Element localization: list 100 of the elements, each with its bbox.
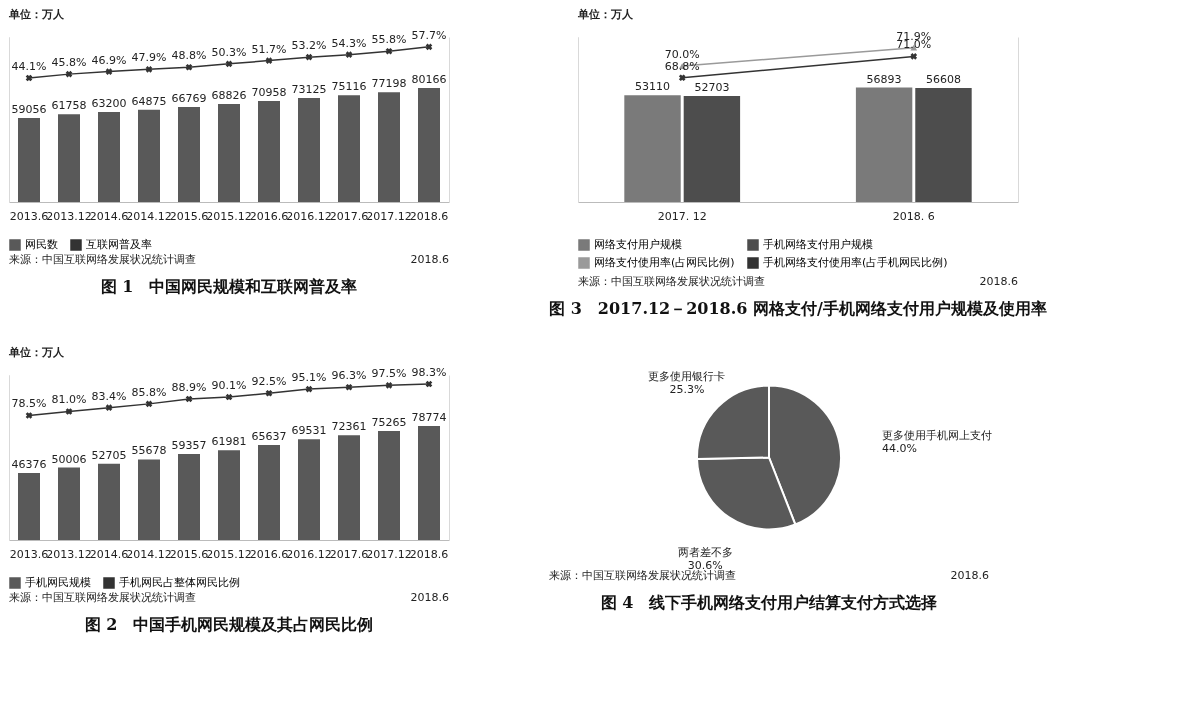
text: 图 1 中国网民规模和互联网普及率: [100, 277, 358, 296]
bar: [98, 463, 120, 540]
data-label: 46.9%: [91, 53, 127, 67]
data-label: 44.0%: [881, 442, 917, 456]
text: 2018.6: [410, 591, 449, 604]
data-label: 80166: [411, 72, 447, 86]
bar: [258, 101, 280, 202]
x-tick-label: 2017.6: [329, 547, 369, 561]
data-label: 68826: [211, 89, 247, 103]
text: 图 3 2017.12－2018.6 网格支付/手机网络支付用户规模及使用率: [549, 299, 1047, 318]
bar: [298, 439, 320, 540]
bar: [338, 435, 360, 540]
text: 2018.6: [979, 275, 1018, 288]
data-label: 88.9%: [171, 380, 207, 394]
text: 单位：万人: [8, 346, 65, 359]
point: [385, 381, 393, 389]
data-label: 64875: [131, 94, 167, 108]
point: [145, 65, 153, 73]
data-label: 70958: [251, 86, 287, 100]
data-label: 50.3%: [211, 45, 247, 59]
slice-label: 两者差不多: [677, 546, 733, 560]
data-label: 63200: [91, 97, 127, 111]
bar: [418, 425, 440, 540]
x-tick-label: 2017.12: [366, 547, 412, 561]
x-tick-label: 2013.12: [46, 547, 92, 561]
bar: [378, 92, 400, 202]
bar: [915, 88, 972, 202]
x-tick-label: 2016.12: [286, 547, 332, 561]
bar: [258, 445, 280, 540]
data-label: 47.9%: [131, 51, 167, 65]
data-label: 53.2%: [291, 39, 327, 53]
point: [225, 60, 233, 68]
data-label: 78774: [411, 410, 447, 424]
text: 2018.6: [410, 253, 449, 266]
source-note: 来源：中国互联网络发展状况统计调查: [9, 253, 196, 266]
data-label: 90.1%: [211, 379, 247, 393]
x-tick-label: 2018. 6: [892, 209, 935, 223]
x-tick-label: 2017. 12: [657, 209, 707, 223]
x-tick-label: 2018.6: [409, 209, 449, 223]
data-label: 55678: [131, 444, 167, 458]
data-label: 70.0%: [664, 48, 700, 62]
legend-label: 互联网普及率: [86, 238, 152, 251]
data-label: 85.8%: [131, 385, 167, 399]
x-tick-label: 2016.6: [249, 547, 289, 561]
point: [345, 383, 353, 391]
x-tick-label: 2015.6: [169, 547, 209, 561]
x-tick-label: 2014.6: [89, 547, 129, 561]
bar: [18, 472, 40, 540]
bar: [683, 95, 741, 202]
bar: [418, 87, 440, 202]
bar: [18, 118, 40, 202]
data-label: 72361: [331, 420, 367, 434]
data-label: 46376: [11, 457, 47, 471]
bar: [138, 109, 160, 202]
text: 图 2 中国手机网民规模及其占网民比例: [84, 615, 374, 634]
legend-label: 手机网民规模: [25, 576, 91, 589]
bar: [178, 454, 200, 540]
point: [25, 412, 33, 419]
data-label: 44.1%: [11, 60, 47, 74]
data-label: 95.1%: [291, 371, 327, 385]
data-label: 45.8%: [51, 56, 87, 70]
point: [145, 400, 153, 408]
data-label: 83.4%: [91, 389, 127, 403]
data-label: 75116: [331, 80, 367, 94]
data-label: 75265: [371, 416, 407, 430]
point: [105, 68, 113, 75]
data-label: 92.5%: [251, 375, 287, 389]
bar: [218, 104, 240, 202]
point: [185, 63, 193, 71]
data-label: 57.7%: [411, 28, 447, 42]
data-label: 52705: [91, 448, 127, 462]
slice-label: 更多使用手机网上支付: [881, 429, 992, 443]
point: [65, 70, 73, 78]
x-tick-label: 2017.12: [366, 209, 412, 223]
data-label: 59357: [171, 439, 207, 453]
point: [265, 389, 273, 397]
bar: [624, 95, 681, 202]
x-tick-label: 2013.6: [9, 209, 49, 223]
data-label: 66769: [171, 92, 207, 106]
legend-label: 网民数: [25, 238, 58, 251]
bar: [58, 467, 80, 540]
x-tick-label: 2017.6: [329, 209, 369, 223]
legend-label: 网络支付用户规模: [594, 238, 682, 251]
point: [678, 74, 686, 82]
data-label: 48.8%: [171, 49, 207, 63]
legend-label: 手机网络支付使用率(占手机网民比例): [763, 256, 948, 269]
source-note: 来源：中国互联网络发展状况统计调查: [578, 275, 765, 288]
legend-label: 手机网络支付用户规模: [763, 238, 873, 251]
data-label: 97.5%: [371, 367, 407, 381]
bar: [138, 459, 160, 540]
bar: [98, 112, 120, 202]
data-label: 25.3%: [669, 383, 705, 397]
slice-label: 更多使用银行卡: [648, 370, 726, 384]
bar: [298, 97, 320, 202]
legend-label: 手机网民占整体网民比例: [119, 576, 240, 589]
data-label: 52703: [694, 80, 730, 94]
data-label: 98.3%: [411, 366, 447, 380]
point: [910, 53, 918, 60]
text: 单位：万人: [577, 8, 634, 21]
data-label: 50006: [51, 452, 87, 466]
